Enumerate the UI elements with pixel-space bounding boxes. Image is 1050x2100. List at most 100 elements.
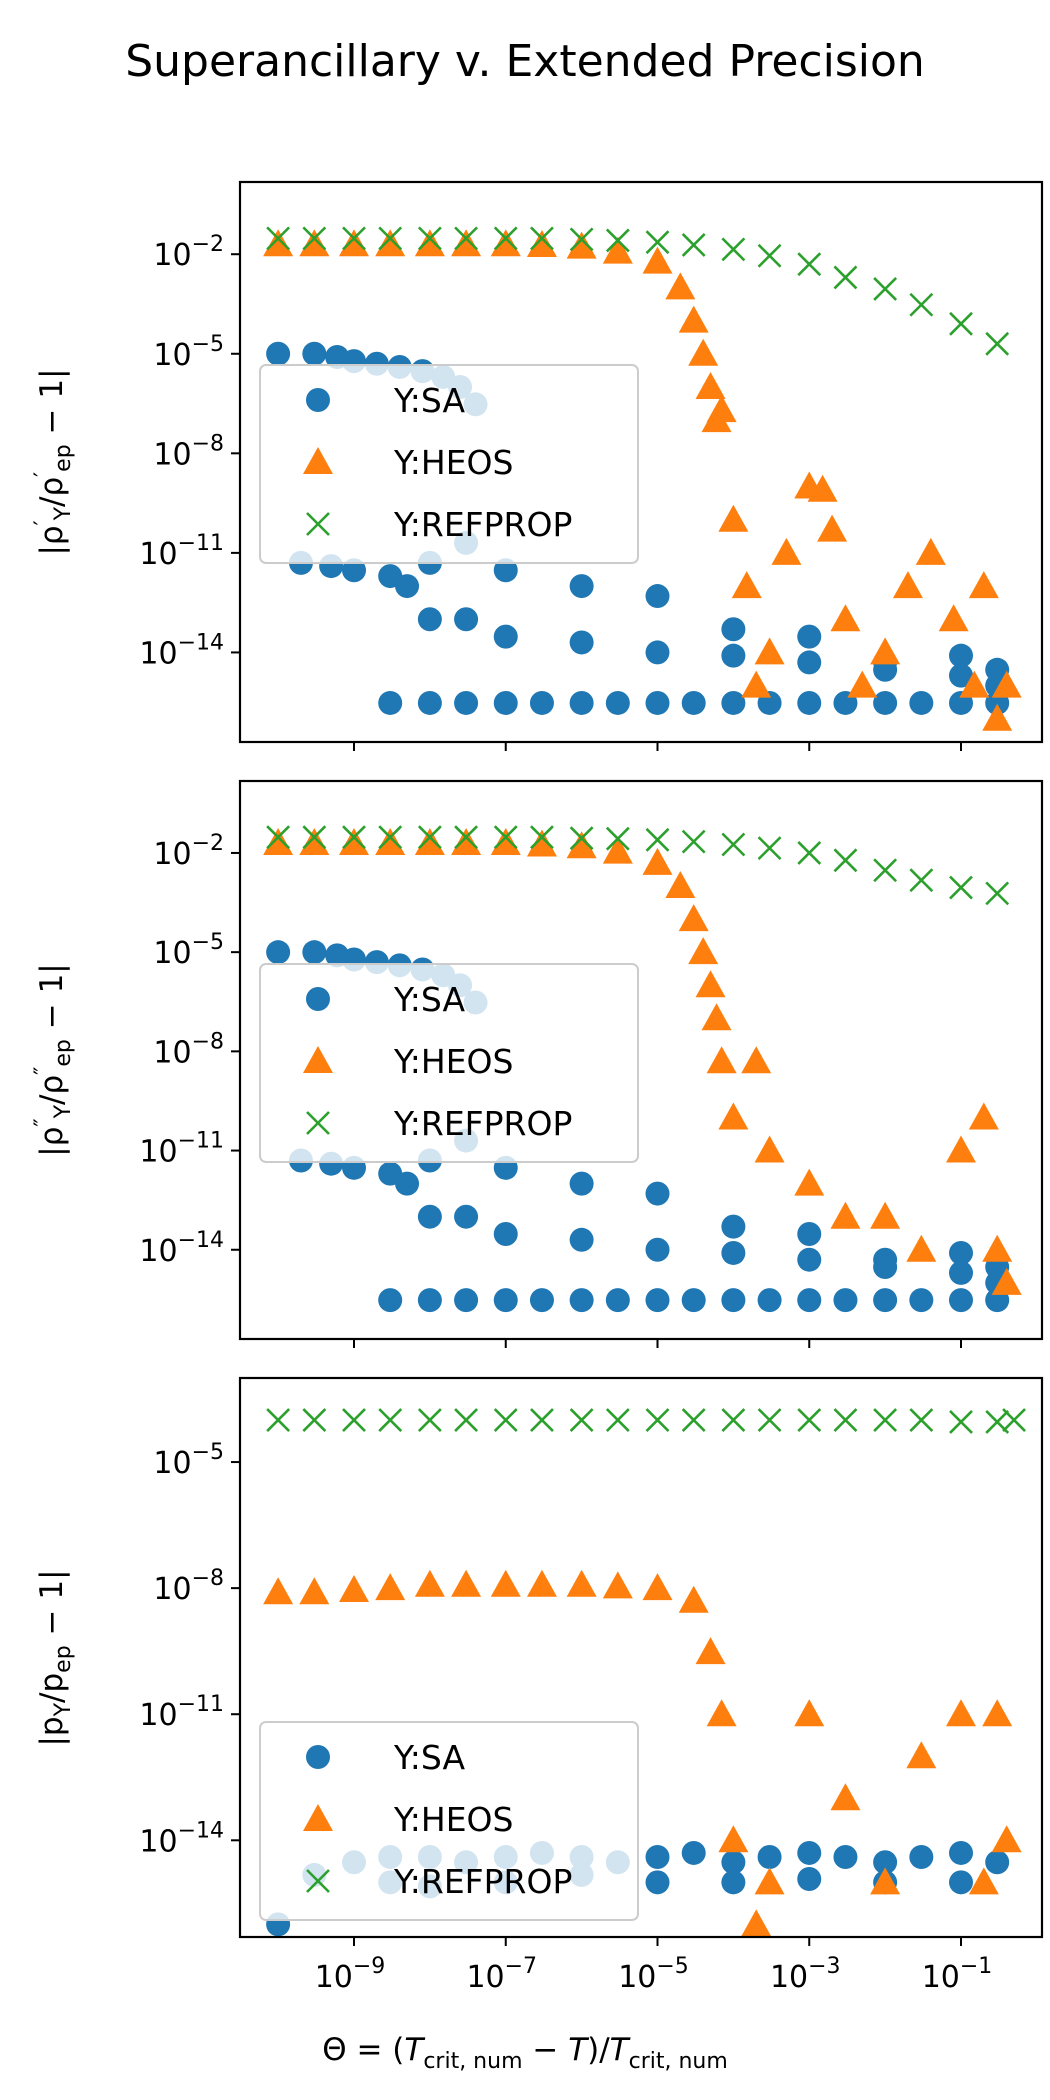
data-point: [645, 1845, 670, 1870]
data-point: [493, 690, 518, 715]
y-tick-label: 10−2: [153, 232, 224, 273]
data-point: [645, 1408, 670, 1432]
data-point: [302, 341, 327, 366]
data-point: [375, 1573, 406, 1601]
data-point: [721, 1240, 746, 1265]
data-point: [490, 229, 521, 257]
legend-box: [259, 963, 639, 1163]
series-triangle: [263, 229, 1022, 731]
data-point: [757, 1288, 782, 1313]
data-point: [417, 825, 442, 850]
data-point: [946, 1699, 976, 1727]
data-point: [569, 1227, 594, 1252]
data-point: [757, 243, 782, 268]
panel-1: 10−2 10−5 10−8 10−11 10−14 |ρ′Y/ρ′ep − 1| Y:SA…: [31, 180, 1044, 751]
data-point: [873, 276, 898, 301]
data-point: [302, 1408, 327, 1432]
data-point: [797, 1221, 822, 1246]
data-point: [299, 229, 330, 257]
data-point: [968, 1867, 999, 1895]
data-point: [645, 1181, 670, 1206]
data-point: [754, 1867, 785, 1895]
data-point: [985, 1850, 1010, 1875]
data-point: [681, 829, 706, 854]
data-point: [718, 1102, 749, 1130]
data-point: [906, 1741, 937, 1769]
y-tick-label: 10−11: [139, 1129, 224, 1170]
data-point: [721, 617, 746, 642]
data-point: [417, 690, 442, 715]
data-point: [645, 230, 670, 255]
series-circle: [266, 940, 1010, 1313]
data-point: [833, 1408, 858, 1432]
data-point: [263, 229, 294, 257]
data-point: [417, 607, 442, 632]
data-point: [454, 1408, 478, 1432]
data-point: [949, 643, 973, 668]
data-point: [605, 1408, 630, 1432]
data-point: [721, 1408, 746, 1432]
legend-marker-triangle: [303, 447, 333, 474]
legend-label: Y:REFPROP: [393, 1862, 572, 1901]
data-point: [870, 1201, 901, 1229]
data-point: [678, 305, 709, 333]
data-point: [830, 1783, 861, 1811]
data-point: [493, 1408, 518, 1432]
data-point: [757, 1408, 782, 1432]
data-point: [721, 1870, 746, 1895]
axes-frame: [238, 779, 1044, 1341]
data-point: [493, 226, 518, 251]
data-point: [873, 858, 898, 883]
legend-box: [259, 1721, 639, 1921]
data-point: [991, 1267, 1022, 1295]
data-point: [721, 237, 746, 262]
data-point: [968, 571, 999, 599]
data-point: [569, 227, 594, 252]
data-point: [794, 1168, 825, 1196]
data-point: [526, 1569, 557, 1597]
x-tick-label: 10−1: [922, 1954, 993, 1995]
data-point: [645, 1870, 670, 1895]
x-tick-label: 10−5: [618, 1954, 689, 1995]
data-point: [454, 607, 479, 632]
data-point: [833, 848, 858, 873]
yaxis-label: |ρ′Y/ρ′ep − 1|: [31, 368, 76, 555]
data-point: [688, 937, 719, 965]
y-tick-label: 10−11: [139, 531, 224, 572]
data-point: [741, 670, 772, 698]
data-point: [493, 1221, 518, 1246]
data-point: [678, 904, 709, 932]
data-point: [949, 1410, 973, 1434]
data-point: [569, 1408, 594, 1432]
data-point: [731, 571, 762, 599]
data-point: [642, 847, 673, 875]
data-point: [949, 1870, 973, 1895]
legend-label: Y:SA: [393, 381, 465, 420]
data-point: [754, 1135, 785, 1163]
data-point: [873, 1288, 898, 1313]
data-point: [817, 514, 848, 542]
legend-marker-triangle: [303, 1804, 333, 1831]
legend: Y:SA Y:HEOS Y:REFPROP: [259, 1721, 639, 1921]
data-point: [530, 1408, 554, 1432]
x-tick-label: 10−7: [466, 1954, 537, 1995]
xaxis-label-text: Θ = (Tcrit, num − T)/Tcrit, num: [322, 2032, 728, 2074]
data-point: [530, 825, 554, 850]
data-point: [721, 1214, 746, 1239]
data-point: [642, 1573, 673, 1601]
legend-marker-x: [306, 1111, 330, 1135]
y-tick-label: 10−5: [153, 930, 224, 971]
data-point: [645, 640, 670, 665]
data-point: [566, 231, 597, 259]
data-point: [721, 832, 746, 857]
legend-label: Y:REFPROP: [393, 505, 572, 544]
y-tick-label: 10−14: [139, 1818, 224, 1859]
data-point: [395, 1171, 420, 1196]
data-point: [797, 1288, 822, 1313]
panel-2: 10−2 10−5 10−8 10−11 10−14 |ρ″Y/ρ″ep − 1| Y:SA…: [31, 779, 1044, 1348]
data-point: [718, 1825, 749, 1853]
data-point: [665, 272, 696, 300]
data-point: [645, 1237, 670, 1262]
xaxis-label: Θ = (Tcrit, num − T)/Tcrit, num: [322, 2032, 728, 2074]
data-point: [721, 1288, 746, 1313]
